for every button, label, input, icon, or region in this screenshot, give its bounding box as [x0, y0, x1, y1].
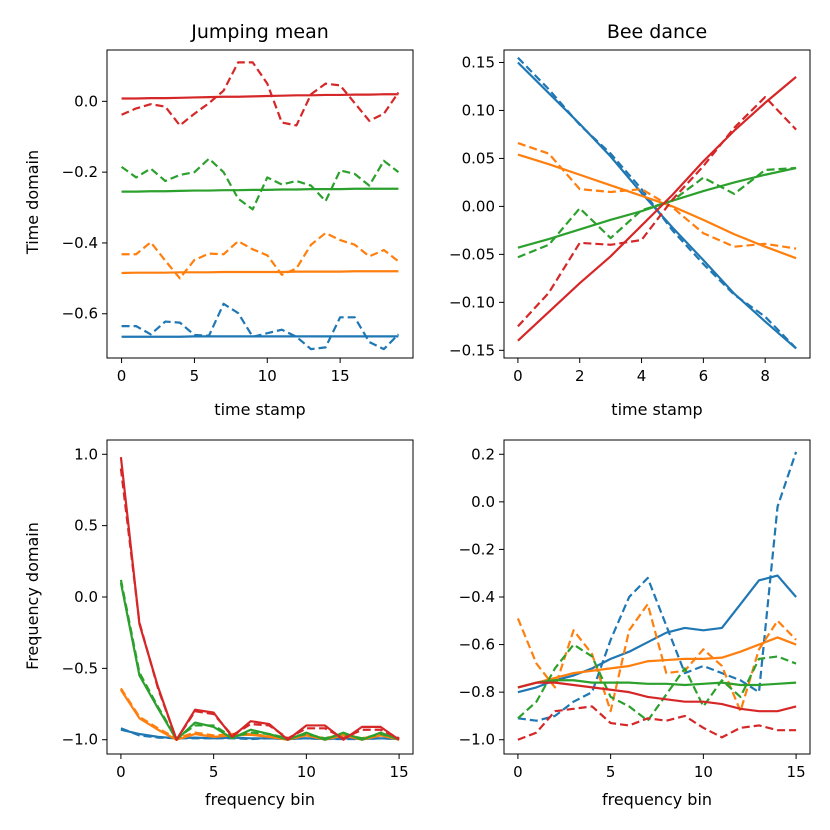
series-line-bee-dance-frequency-red-dashed: [517, 705, 797, 741]
series-line-bee-dance-time-red-dashed: [517, 95, 797, 328]
y-tick-label-jumping-mean-time: 0.0: [74, 92, 98, 110]
series-line-bee-dance-frequency-green-solid: [517, 679, 797, 689]
x-tick-label-jumping-mean-time: 15: [331, 367, 350, 385]
series-line-jumping-mean-frequency-green-solid: [119, 582, 400, 741]
series-line-bee-dance-frequency-blue-dashed: [517, 451, 798, 722]
y-tick-label-jumping-mean-time: −0.6: [62, 305, 98, 323]
x-tick-label-jumping-mean-frequency: 5: [209, 763, 219, 781]
series-line-bee-dance-time-orange-solid: [517, 153, 797, 260]
y-tick-label-bee-dance-frequency: −0.8: [459, 683, 495, 701]
x-tick-label-bee-dance-time: 2: [575, 367, 585, 385]
series-line-bee-dance-frequency-orange-solid: [517, 636, 797, 689]
panel-jumping-mean-time: 0 5 10 15 0.0 −0.2 −0.4 −0.6: [62, 49, 414, 385]
y-tick-label-bee-dance-time: 0.10: [462, 101, 495, 119]
y-tick-label-bee-dance-frequency: −0.4: [459, 588, 495, 606]
series-line-bee-dance-frequency-red-solid: [517, 681, 797, 713]
x-tick-label-jumping-mean-frequency: 0: [116, 763, 126, 781]
axes-frame-jumping-mean-time: [106, 49, 414, 359]
series-line-jumping-mean-frequency-red-dashed: [119, 468, 400, 741]
y-tick-label-bee-dance-time: −0.15: [449, 341, 495, 359]
x-tick-label-bee-dance-frequency: 15: [787, 763, 806, 781]
panel-jumping-mean-frequency: 0 5 10 15 1.0 0.5 0.0 −0.5 −1.0: [62, 439, 414, 781]
x-tick-label-bee-dance-time: 8: [760, 367, 770, 385]
y-tick-label-bee-dance-time: −0.10: [449, 293, 495, 311]
x-axis-label-bee-dance: time stamp: [611, 400, 702, 419]
y-tick-label-jumping-mean-frequency: 1.0: [74, 445, 98, 463]
x-tick-label-bee-dance-frequency: 0: [513, 763, 523, 781]
series-line-bee-dance-time-orange-dashed: [517, 142, 797, 250]
y-tick-label-jumping-mean-frequency: 0.5: [74, 517, 98, 535]
y-tick-label-bee-dance-time: 0.00: [462, 197, 495, 215]
x-tick-label-bee-dance-frequency: 5: [606, 763, 616, 781]
series-line-jumping-mean-time-green-solid: [121, 187, 399, 193]
series-line-bee-dance-time-green-dashed: [517, 166, 797, 259]
y-tick-label-jumping-mean-time: −0.2: [62, 163, 98, 181]
y-tick-label-bee-dance-frequency: 0.0: [471, 493, 495, 511]
x-tick-label-jumping-mean-time: 5: [190, 367, 200, 385]
x-tick-label-jumping-mean-frequency: 15: [390, 763, 409, 781]
series-line-jumping-mean-time-red-solid: [121, 93, 399, 100]
series-line-jumping-mean-time-red-dashed: [121, 61, 400, 127]
y-tick-label-bee-dance-time: 0.15: [462, 53, 495, 71]
y-tick-label-bee-dance-frequency: −0.2: [459, 540, 495, 558]
y-axis-label-frequency-domain: Frequency domain: [23, 522, 42, 670]
x-axis-label-freq-right: frequency bin: [602, 790, 712, 809]
axes-frame-bee-dance-time: [503, 49, 811, 359]
panel-bee-dance-time: 0 2 4 6 8 0.15 0.10 0.05 0.00 −0.05 −0.10 −0.15: [449, 49, 811, 385]
x-tick-label-bee-dance-time: 4: [637, 367, 647, 385]
x-tick-label-bee-dance-time: 0: [513, 367, 523, 385]
x-tick-label-jumping-mean-frequency: 10: [297, 763, 316, 781]
y-tick-label-jumping-mean-frequency: 0.0: [74, 588, 98, 606]
panel-bee-dance-frequency: 0 5 10 15 0.2 0.0 −0.2 −0.4 −0.6 −0.8 −1.0: [459, 439, 811, 781]
y-tick-label-bee-dance-frequency: −1.0: [459, 731, 495, 749]
x-tick-label-jumping-mean-time: 0: [117, 367, 127, 385]
y-tick-label-bee-dance-frequency: 0.2: [471, 445, 495, 463]
x-axis-label-freq-left: frequency bin: [205, 790, 315, 809]
x-tick-label-bee-dance-time: 6: [699, 367, 709, 385]
series-line-jumping-mean-time-orange-dashed: [121, 231, 400, 280]
y-tick-label-jumping-mean-frequency: −1.0: [62, 731, 98, 749]
y-tick-label-jumping-mean-time: −0.4: [62, 234, 98, 252]
chart-title-jumping-mean: Jumping mean: [190, 21, 329, 43]
series-line-bee-dance-frequency-green-dashed: [517, 643, 797, 722]
y-tick-label-bee-dance-time: −0.05: [449, 245, 495, 263]
x-tick-label-jumping-mean-time: 10: [258, 367, 277, 385]
y-tick-label-bee-dance-frequency: −0.6: [459, 636, 495, 654]
y-tick-label-bee-dance-time: 0.05: [462, 149, 495, 167]
x-axis-label-jumping-mean: time stamp: [214, 400, 305, 419]
chart-title-bee-dance: Bee dance: [607, 21, 707, 43]
series-line-jumping-mean-time-orange-solid: [121, 270, 399, 275]
y-axis-label-time-domain: Time domain: [23, 150, 42, 255]
series-line-jumping-mean-time-blue-dashed: [121, 302, 400, 351]
series-line-jumping-mean-frequency-green-dashed: [119, 579, 400, 740]
y-tick-label-jumping-mean-frequency: −0.5: [62, 659, 98, 677]
series-line-jumping-mean-frequency-blue-dashed: [120, 727, 400, 741]
series-line-bee-dance-time-red-solid: [517, 76, 797, 342]
x-tick-label-bee-dance-frequency: 10: [694, 763, 713, 781]
